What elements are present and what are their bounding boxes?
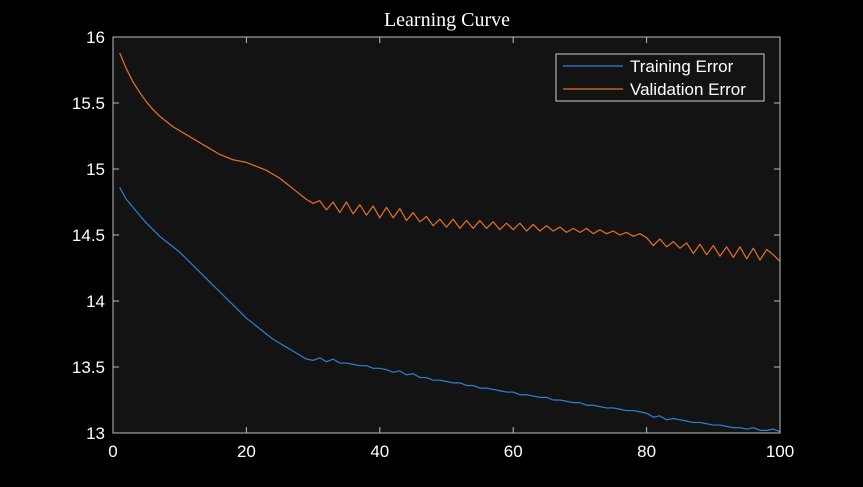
x-tick-label: 0: [108, 442, 117, 461]
legend: Training Error Validation Error: [555, 53, 765, 102]
legend-label-validation-error: Validation Error: [630, 80, 746, 99]
chart-title: Learning Curve: [384, 9, 510, 31]
y-tick-label: 15.5: [72, 94, 105, 113]
x-tick-label: 40: [370, 442, 389, 461]
y-tick-label: 16: [86, 28, 105, 47]
y-tick-label: 13.5: [72, 358, 105, 377]
x-tick-label: 80: [637, 442, 656, 461]
series-layer: [119, 52, 781, 433]
y-tick-label: 13: [86, 424, 105, 443]
x-tick-label: 100: [766, 442, 794, 461]
legend-box: [555, 53, 765, 102]
y-tick-label: 15: [86, 160, 105, 179]
plot-area: [113, 37, 780, 433]
axis-ticks: 0 20 40 60 80 100 13 13.5 14 14.5 15 15.5 16: [72, 28, 794, 461]
x-tick-label: 60: [504, 442, 523, 461]
series-line-validation-error: [119, 52, 781, 262]
y-tick-label: 14.5: [72, 226, 105, 245]
series-line-training-error: [119, 187, 781, 433]
x-tick-label: 20: [237, 442, 256, 461]
y-tick-label: 14: [86, 292, 105, 311]
legend-label-training-error: Training Error: [630, 57, 734, 76]
